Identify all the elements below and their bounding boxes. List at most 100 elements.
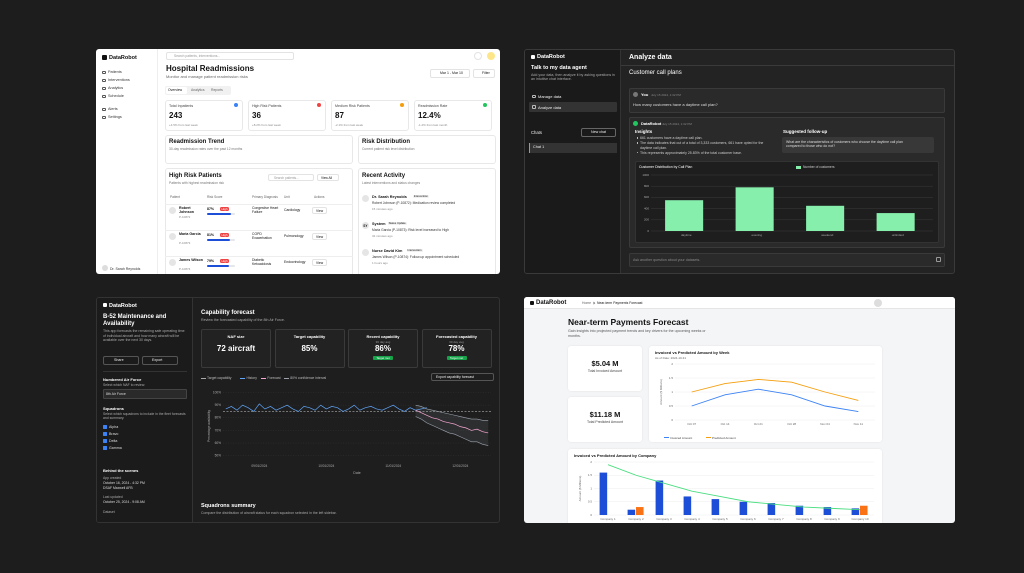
share: Share: [114, 358, 124, 363]
chat-item[interactable]: [529, 143, 617, 153]
kpi-card: [414, 100, 492, 131]
nav-item[interactable]: Alerts: [108, 107, 118, 111]
send-button[interactable]: [936, 257, 941, 262]
y-tick-label: 200: [644, 218, 649, 222]
export-forecast-button[interactable]: [431, 373, 494, 381]
description: Gain insights into projected payment tre…: [568, 329, 706, 338]
checkbox[interactable]: [103, 425, 107, 429]
chat-input[interactable]: [629, 253, 945, 267]
y-tick-label: 600: [644, 195, 649, 199]
new-chat-button[interactable]: [581, 127, 616, 137]
nav-item[interactable]: Patients: [108, 70, 122, 74]
time: 1 hours ago: [372, 260, 388, 265]
avatar[interactable]: [874, 299, 882, 307]
kpi-dot: [234, 103, 238, 107]
notification-icon[interactable]: [474, 52, 482, 60]
nav-icon: [102, 115, 106, 119]
bullet: [637, 151, 639, 154]
view-button[interactable]: [312, 259, 327, 266]
label: NAF size: [227, 334, 245, 339]
id: P-10873: [179, 241, 191, 245]
kpi-card: [568, 346, 642, 391]
y-tick-label: 1.5: [669, 376, 674, 380]
sub: 30 day avg: [449, 339, 464, 344]
value: 85%: [301, 344, 318, 353]
avatar[interactable]: [487, 52, 495, 60]
tab[interactable]: Analytics: [191, 88, 205, 93]
breadcrumb[interactable]: Home: [582, 301, 592, 306]
nav-item[interactable]: Settings: [108, 115, 122, 119]
search-box[interactable]: [166, 52, 294, 60]
followup-card[interactable]: [782, 137, 934, 153]
label: Total Inpatients: [169, 104, 194, 108]
menu-item[interactable]: Analyze data: [538, 104, 562, 110]
checkbox[interactable]: [103, 432, 107, 436]
divider: [621, 65, 954, 66]
nav-item[interactable]: Schedule: [108, 94, 124, 98]
brand: DataRobot: [537, 54, 565, 60]
title: B-52 Maintenance and Availability: [103, 314, 167, 327]
label: Total Invoiced Amount: [587, 369, 623, 373]
bar: [806, 205, 845, 231]
filter-button[interactable]: [473, 69, 495, 78]
legend-swatch: [796, 165, 801, 169]
maintenance-app: DataRobot B-52 Maintenance and Availabili…: [96, 297, 500, 523]
logo: [531, 54, 535, 59]
view-button[interactable]: [312, 207, 327, 214]
view-all-button[interactable]: [317, 174, 339, 181]
nav-item[interactable]: Analytics: [108, 86, 124, 90]
nav-item[interactable]: Interventions: [108, 78, 130, 82]
date-button[interactable]: [430, 69, 470, 78]
value: 12.4%: [418, 111, 441, 120]
diagnosis: Diabetic Ketoacidosis: [252, 258, 272, 267]
menu-item[interactable]: Manage data: [538, 94, 562, 99]
summary-desc: Compare the distribution of aircraft sta…: [201, 511, 337, 515]
search-box[interactable]: [268, 174, 314, 181]
text: James Wilson (P-10874): Follow-up appoin…: [372, 255, 460, 259]
checkbox[interactable]: [103, 439, 107, 443]
title: High Risk Patients: [169, 173, 222, 179]
legend-label: History: [246, 375, 257, 380]
share-button[interactable]: [103, 356, 139, 365]
legend-label: Predicted Amount: [712, 435, 736, 440]
chat-agent-app: DataRobot Talk to my data agent Add your d…: [524, 49, 955, 274]
message: [629, 88, 945, 113]
card: [165, 168, 353, 274]
insight: The data indicates that out of a total o…: [640, 141, 764, 150]
divider: [103, 371, 187, 372]
menu-icon: [532, 105, 536, 109]
bar: [851, 508, 860, 515]
label: High Risk Patients: [252, 104, 282, 108]
y-tick-label: 90%: [215, 403, 222, 407]
select[interactable]: [103, 389, 187, 399]
y-axis-label: Amount ($ Millions): [578, 476, 582, 502]
note: +8.2% from last week: [252, 123, 281, 127]
view-button[interactable]: [312, 233, 327, 240]
breadcrumb: Near-term Payments Forecast: [597, 301, 643, 306]
y-tick-label: 100%: [213, 390, 221, 394]
squadron: Bravo: [109, 431, 119, 436]
export-button[interactable]: [142, 356, 178, 365]
name: James Wilson: [179, 258, 203, 262]
tab[interactable]: Overview: [168, 88, 183, 93]
tab-active: [166, 87, 187, 94]
row-divider: [165, 256, 353, 257]
card: [358, 135, 496, 164]
title: Recent Activity: [362, 173, 406, 179]
user-time: July 15 2024, 1:32 PM: [651, 92, 681, 97]
tab[interactable]: Reports: [211, 88, 223, 93]
y-tick-label: 70%: [215, 428, 222, 432]
badge: Target met: [446, 356, 467, 360]
header: Analyze data: [629, 54, 672, 61]
kpi-card: [421, 329, 492, 368]
row-divider: [165, 230, 353, 231]
y-tick-label: 800: [644, 184, 649, 188]
risk-tag: High: [220, 207, 230, 211]
line: [225, 403, 427, 412]
avatar: [169, 207, 176, 214]
checkbox[interactable]: [103, 446, 107, 450]
y-tick-label: 0: [590, 513, 592, 517]
legend-swatch: [240, 377, 246, 379]
risk-label: 79%: [207, 259, 215, 263]
